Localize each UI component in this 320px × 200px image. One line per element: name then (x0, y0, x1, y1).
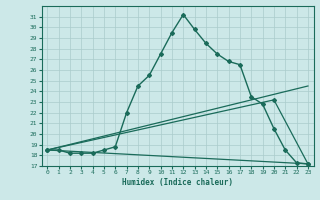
X-axis label: Humidex (Indice chaleur): Humidex (Indice chaleur) (122, 178, 233, 187)
